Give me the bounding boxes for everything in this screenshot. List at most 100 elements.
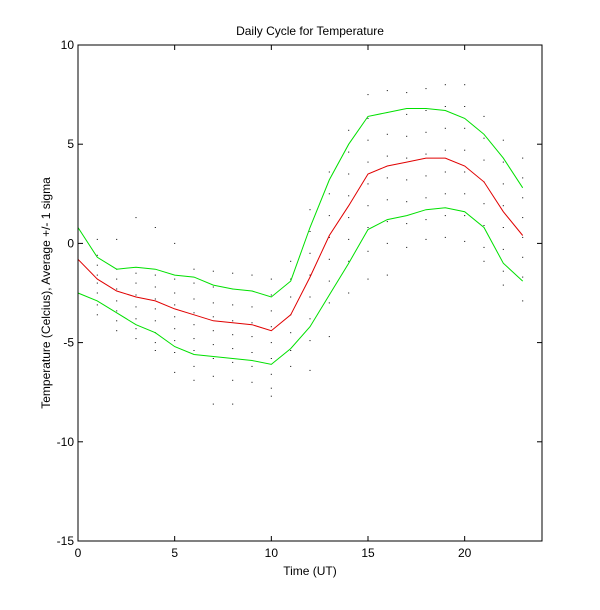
- scatter-point: [502, 161, 504, 163]
- scatter-point: [444, 193, 446, 195]
- scatter-point: [135, 318, 137, 320]
- scatter-point: [309, 340, 311, 342]
- scatter-point: [367, 250, 369, 252]
- scatter-point: [406, 201, 408, 203]
- scatter-point: [212, 270, 214, 272]
- scatter-point: [212, 316, 214, 318]
- scatter-point: [367, 183, 369, 185]
- scatter-point: [386, 155, 388, 157]
- scatter-point: [290, 350, 292, 351]
- scatter-point: [212, 375, 214, 377]
- lower-sigma-line: [77, 207, 524, 365]
- scatter-point: [328, 336, 330, 338]
- scatter-point: [154, 350, 156, 351]
- chart-title: Daily Cycle for Temperature: [236, 24, 384, 38]
- scatter-point: [174, 340, 176, 342]
- scatter-point: [251, 322, 253, 324]
- scatter-point: [309, 209, 311, 211]
- scatter-point: [386, 274, 388, 276]
- scatter-point: [386, 199, 388, 201]
- scatter-point: [502, 284, 504, 286]
- x-tick-label: 15: [361, 546, 375, 560]
- scatter-point: [522, 276, 524, 278]
- scatter-point: [96, 274, 98, 276]
- scatter-point: [425, 110, 427, 111]
- scatter-point: [193, 298, 195, 300]
- scatter-point: [251, 306, 253, 308]
- scatter-point: [425, 88, 427, 90]
- scatter-point: [174, 352, 176, 353]
- scatter-point: [309, 296, 311, 298]
- scatter-point: [367, 205, 369, 207]
- x-tick-label: 5: [171, 546, 178, 560]
- scatter-point: [425, 175, 427, 177]
- scatter-point: [232, 348, 234, 350]
- y-tick-label: -15: [57, 534, 75, 548]
- scatter-point: [483, 260, 485, 262]
- scatter-point: [116, 288, 118, 290]
- scatter-point: [290, 365, 292, 367]
- scatter-point: [96, 292, 98, 294]
- scatter-point: [386, 242, 388, 244]
- scatter-point: [444, 171, 446, 173]
- y-tick-label: 10: [61, 38, 75, 52]
- scatter-point: [444, 127, 446, 129]
- scatter-point: [135, 306, 137, 308]
- scatter-point: [290, 332, 292, 334]
- scatter-point: [251, 336, 253, 338]
- scatter-point: [135, 328, 137, 330]
- scatter-point: [425, 131, 427, 133]
- scatter-point: [135, 272, 137, 274]
- scatter-point: [193, 350, 195, 351]
- x-axis-label: Time (UT): [283, 564, 337, 578]
- scatter-point: [328, 215, 330, 217]
- scatter-point: [464, 240, 466, 242]
- scatter-point: [135, 294, 137, 296]
- scatter-point: [444, 149, 446, 151]
- scatter-point: [290, 278, 292, 280]
- scatter-point: [348, 195, 350, 197]
- scatter-point: [193, 365, 195, 367]
- scatter-point: [444, 236, 446, 238]
- scatter-point: [96, 264, 98, 266]
- scatter-point: [154, 342, 156, 344]
- scatter-point: [290, 260, 292, 262]
- scatter-point: [464, 106, 466, 107]
- scatter-point: [502, 205, 504, 207]
- scatter-point: [406, 157, 408, 159]
- scatter-point: [502, 227, 504, 228]
- scatter-point: [367, 227, 369, 228]
- y-tick-label: 5: [67, 137, 74, 151]
- scatter-point: [348, 238, 350, 240]
- y-tick-label: 0: [67, 236, 74, 250]
- scatter-point: [309, 252, 311, 254]
- scatter-point: [193, 312, 195, 314]
- scatter-point: [232, 361, 234, 363]
- scatter-point: [174, 242, 176, 244]
- scatter-point: [116, 310, 118, 312]
- scatter-point: [270, 294, 272, 296]
- scatter-point: [193, 379, 195, 381]
- scatter-point: [174, 316, 176, 318]
- scatter-point: [193, 282, 195, 284]
- scatter-point: [232, 334, 234, 336]
- scatter-point: [270, 342, 272, 344]
- scatter-point: [309, 231, 311, 232]
- scatter-point: [328, 193, 330, 195]
- scatter-point: [348, 151, 350, 153]
- scatter-point: [483, 246, 485, 248]
- scatter-point: [154, 320, 156, 322]
- scatter-point: [270, 310, 272, 312]
- scatter-point: [96, 314, 98, 316]
- y-tick-label: -10: [57, 435, 75, 449]
- scatter-point: [502, 139, 504, 141]
- scatter-point: [502, 270, 504, 272]
- scatter-point: [522, 177, 524, 179]
- scatter-point: [367, 139, 369, 141]
- scatter-point: [212, 286, 214, 288]
- scatter-point: [367, 161, 369, 163]
- scatter-point: [96, 304, 98, 306]
- scatter-point: [483, 159, 485, 161]
